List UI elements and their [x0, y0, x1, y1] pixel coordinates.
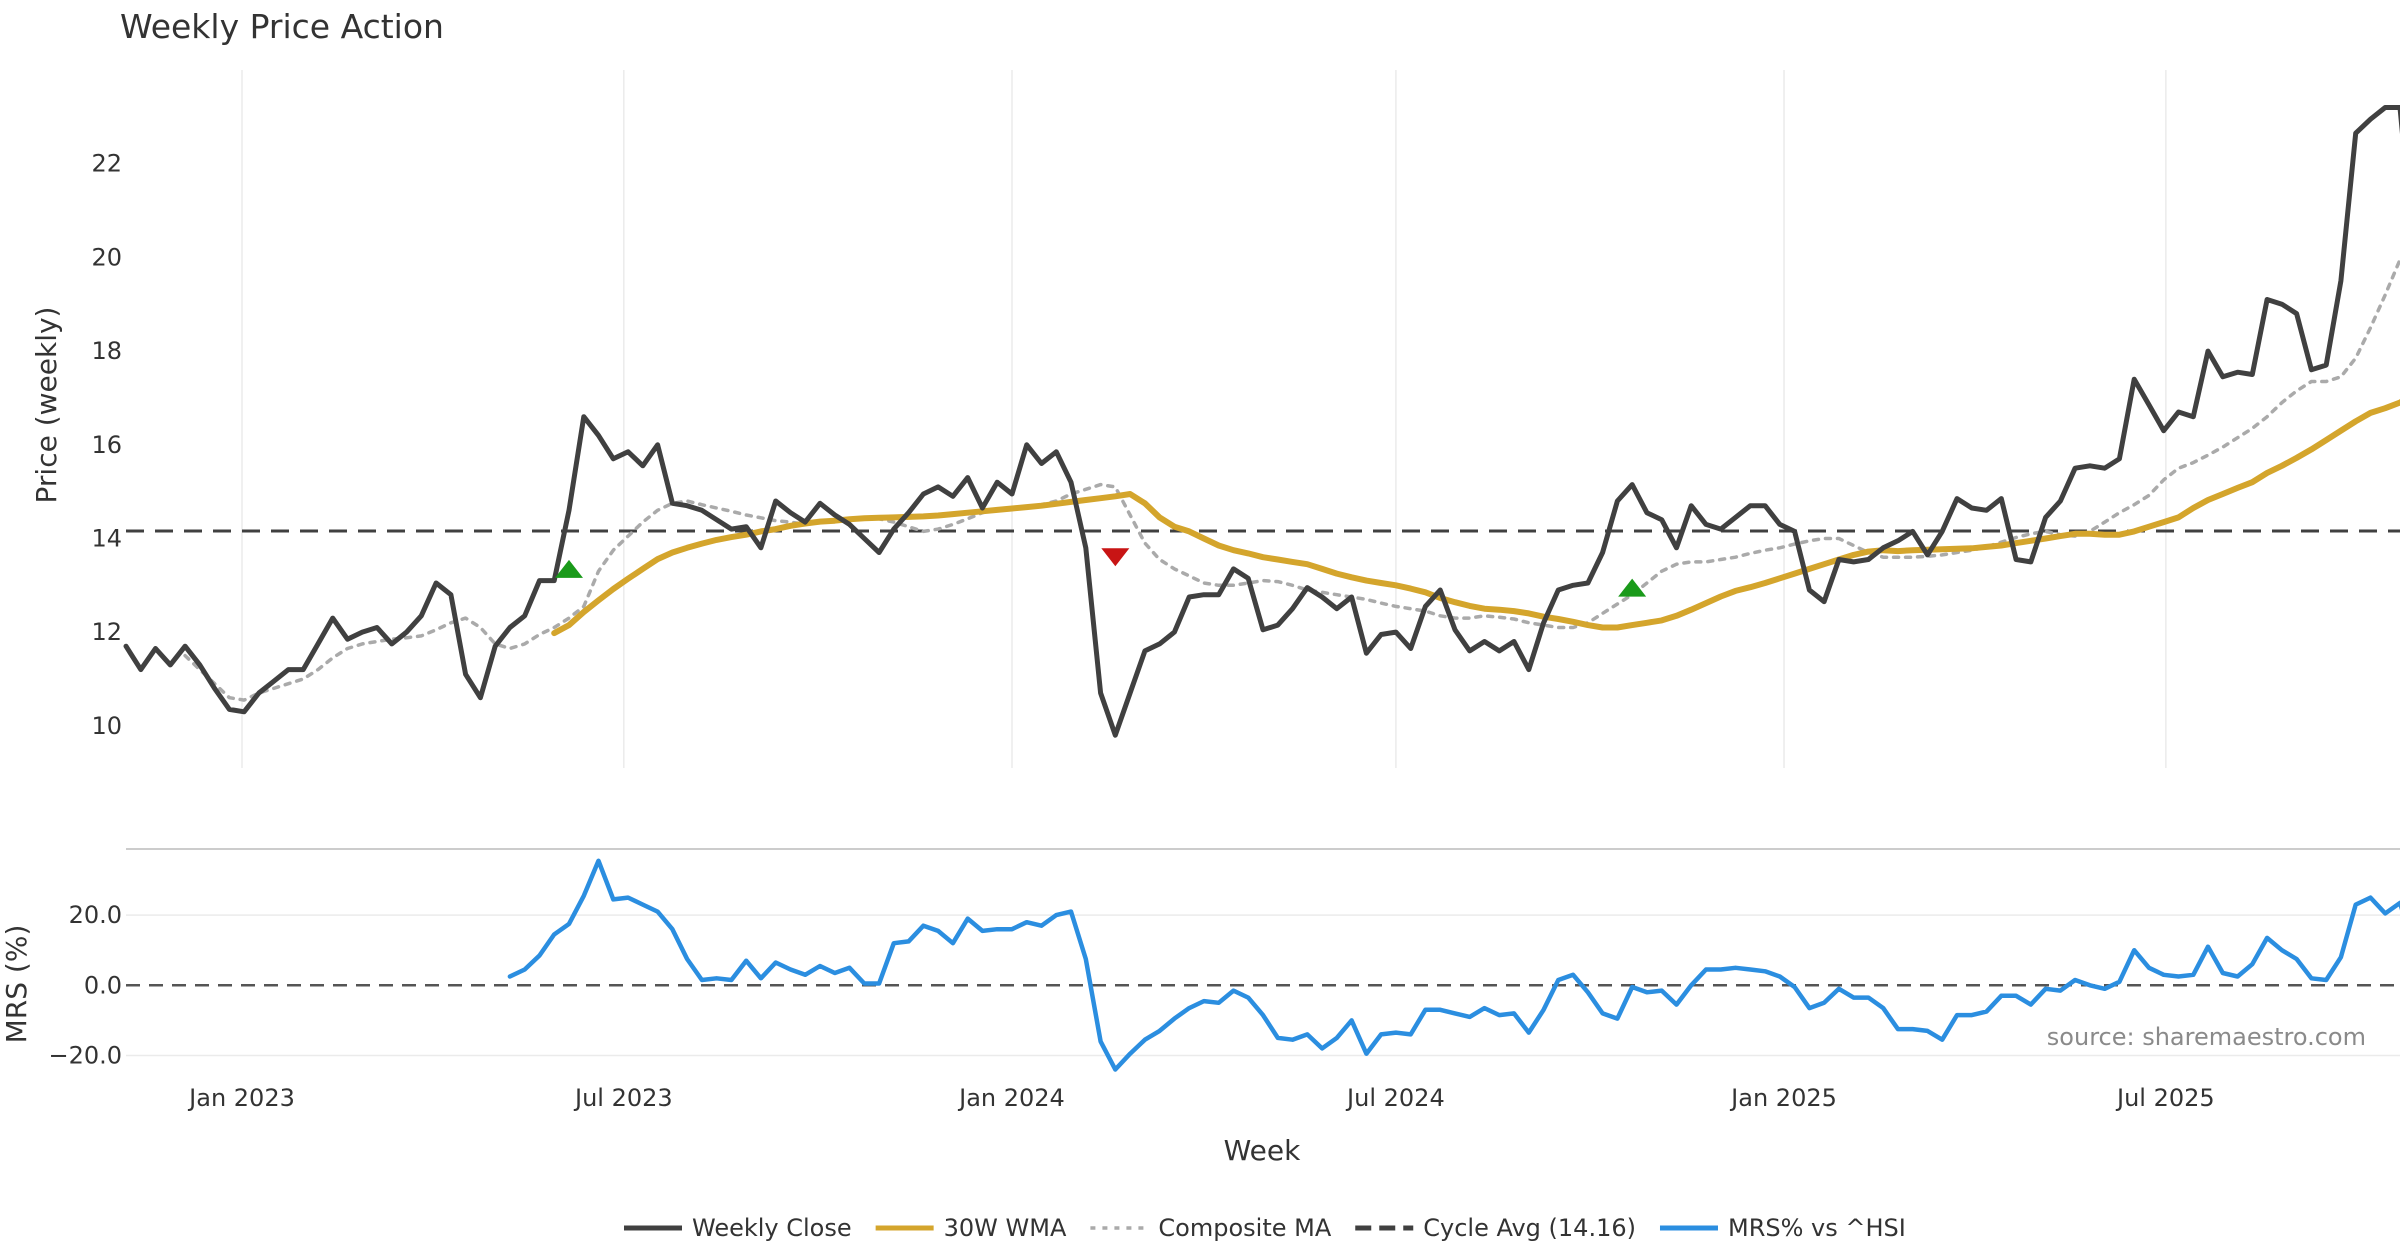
- main-y-tick-label: 16: [91, 431, 122, 459]
- legend-item: Weekly Close: [624, 1214, 852, 1242]
- legend-label: 30W WMA: [944, 1214, 1067, 1242]
- x-tick-labels: Jan 2023 Jul 2023 Jan 2024 Jul 2024 Jan 2025…: [187, 1084, 2215, 1112]
- mrs-y-tick-label: −20.0: [48, 1041, 122, 1069]
- x-tick-label: Jul 2025: [2115, 1084, 2215, 1112]
- legend-item: Composite MA: [1090, 1214, 1332, 1242]
- main-y-tick-label: 10: [91, 712, 122, 740]
- main-y-tick-labels: 10 12 14 16 18 20 22: [91, 150, 122, 740]
- sell-signal-marker: [1101, 548, 1130, 567]
- mrs-y-tick-label: 0.0: [84, 971, 122, 999]
- main-gridlines: [241, 70, 2167, 768]
- signal-markers: [554, 548, 1647, 597]
- buy-signal-marker: [554, 559, 583, 578]
- legend-label: MRS% vs ^HSI: [1728, 1214, 1906, 1242]
- legend-item: 30W WMA: [875, 1214, 1067, 1242]
- legend-item: MRS% vs ^HSI: [1659, 1214, 1906, 1242]
- legend: Weekly Close 30W WMA Composite MA Cycle Avg…: [624, 1214, 1906, 1242]
- main-series-layer: [123, 105, 2400, 738]
- mrs-y-axis-title: MRS (%): [0, 925, 33, 1044]
- main-y-tick-label: 18: [91, 337, 122, 365]
- series-mrs-line: [507, 858, 2400, 1072]
- mrs-y-tick-labels: 20.0 0.0 −20.0: [48, 901, 122, 1069]
- legend-item: Cycle Avg (14.16): [1355, 1214, 1636, 1242]
- main-y-tick-label: 22: [91, 150, 122, 178]
- legend-label: Weekly Close: [692, 1214, 852, 1242]
- legend-label: Composite MA: [1158, 1214, 1331, 1242]
- main-y-tick-label: 14: [91, 524, 122, 552]
- x-tick-label: Jul 2024: [1345, 1084, 1445, 1112]
- x-tick-label: Jul 2023: [573, 1084, 673, 1112]
- x-tick-label: Jan 2025: [1729, 1084, 1837, 1112]
- x-axis-title: Week: [1224, 1134, 1301, 1167]
- chart-title: Weekly Price Action: [120, 7, 444, 46]
- main-y-tick-label: 12: [91, 618, 122, 646]
- buy-signal-marker: [1618, 578, 1647, 597]
- x-tick-label: Jan 2024: [957, 1084, 1065, 1112]
- main-y-axis-title: Price (weekly): [30, 307, 63, 504]
- series-weekly-close-line: [123, 105, 2400, 738]
- legend-label: Cycle Avg (14.16): [1423, 1214, 1636, 1242]
- source-label: source: sharemaestro.com: [2047, 1023, 2366, 1051]
- series-composite-ma-line: [183, 257, 2400, 702]
- mrs-series-layer: [126, 858, 2400, 1072]
- mrs-gridlines: [126, 914, 2400, 1057]
- x-tick-label: Jan 2023: [187, 1084, 295, 1112]
- main-y-tick-label: 20: [91, 243, 122, 271]
- series-30w-wma-line: [551, 399, 2400, 637]
- mrs-y-tick-label: 20.0: [69, 901, 122, 929]
